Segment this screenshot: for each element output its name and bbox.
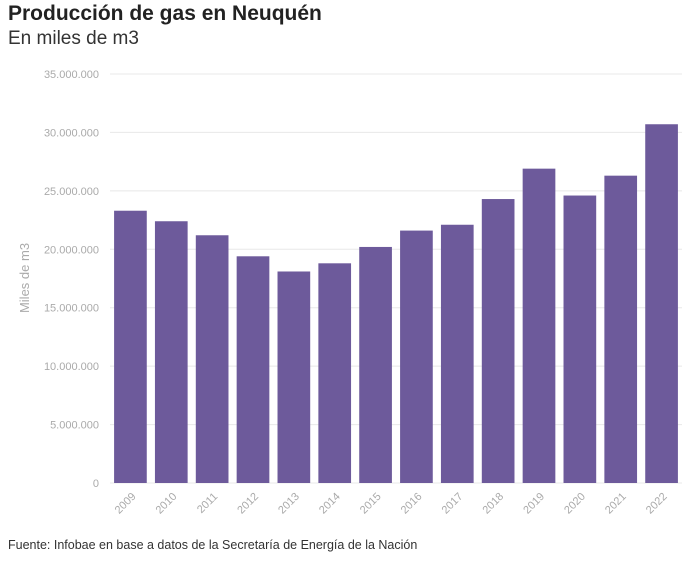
y-tick-label: 10.000.000 [44, 361, 99, 373]
x-tick-label: 2018 [480, 491, 506, 517]
x-tick-label: 2017 [440, 491, 466, 517]
bar-2015 [359, 246, 392, 483]
y-tick-label: 5.000.000 [50, 420, 99, 432]
bar-2010 [154, 221, 188, 484]
y-tick-label: 20.000.000 [44, 244, 99, 256]
y-tick-label: 15.000.000 [44, 303, 99, 315]
x-tick-label: 2019 [521, 491, 547, 517]
bar-2020 [563, 195, 597, 483]
y-tick-label: 0 [93, 478, 99, 490]
x-tick-label: 2014 [317, 491, 343, 517]
bar-2013 [277, 271, 311, 483]
y-tick-label: 35.000.000 [44, 69, 99, 81]
y-tick-label: 25.000.000 [44, 186, 99, 198]
x-tick-label: 2020 [562, 491, 588, 517]
bar-2012 [236, 256, 270, 483]
bar-2009 [114, 210, 147, 484]
bar-2022 [645, 124, 678, 484]
bar-2018 [481, 199, 515, 483]
x-tick-label: 2013 [276, 491, 302, 517]
x-tick-label: 2012 [235, 491, 261, 517]
bar-2014 [318, 263, 352, 483]
x-tick-label: 2021 [603, 491, 629, 517]
x-tick-label: 2016 [399, 491, 425, 517]
bar-2011 [195, 235, 229, 483]
bar-2019 [522, 168, 556, 483]
chart-title: Producción de gas en Neuquén [8, 2, 322, 25]
x-tick-label: 2022 [644, 491, 670, 517]
x-tick-label: 2015 [358, 491, 384, 517]
bar-2017 [440, 224, 474, 483]
y-tick-label: 30.000.000 [44, 127, 99, 139]
chart-subtitle: En miles de m3 [8, 28, 139, 49]
x-tick-label: 2009 [113, 491, 139, 517]
bar-chart: Miles de m3 0 5.000.000 10.000.000 15.000.0… [17, 69, 682, 517]
source-note: Fuente: Infobae en base a datos de la Se… [8, 538, 418, 552]
bar-2021 [604, 175, 638, 483]
x-tick-label: 2011 [195, 491, 220, 516]
x-tick-label: 2010 [154, 491, 180, 517]
bar-2016 [400, 230, 433, 483]
y-axis-label: Miles de m3 [17, 243, 32, 313]
